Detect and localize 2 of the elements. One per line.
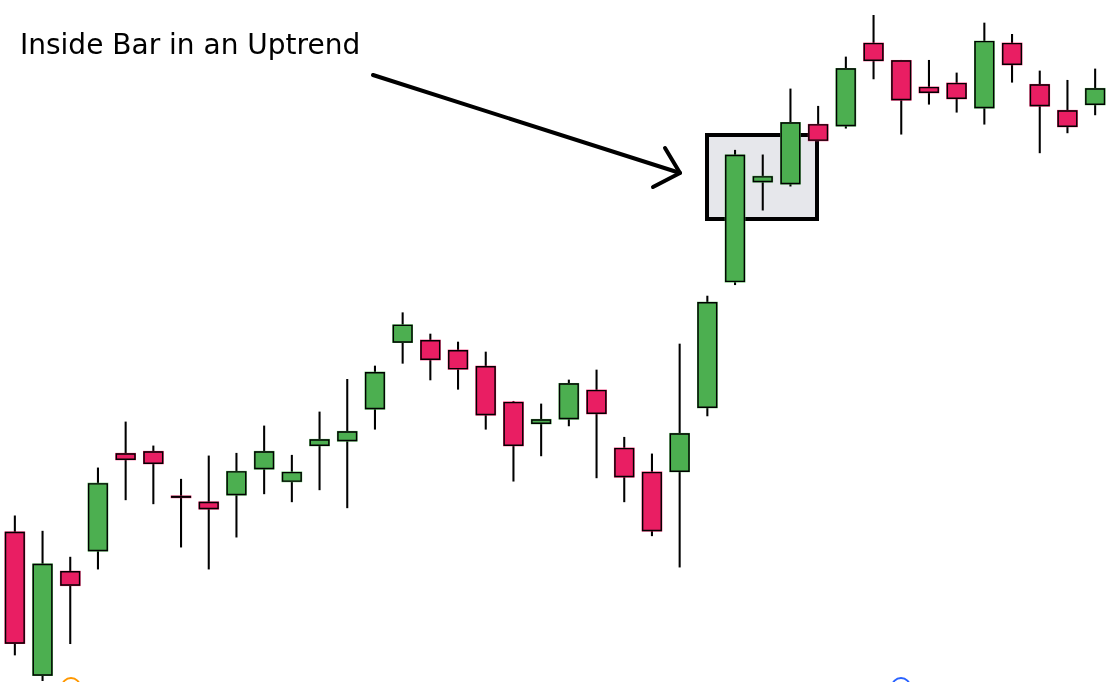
annotation: Inside Bar in an Uptrend bbox=[20, 28, 361, 62]
candlestick bbox=[170, 478, 192, 548]
